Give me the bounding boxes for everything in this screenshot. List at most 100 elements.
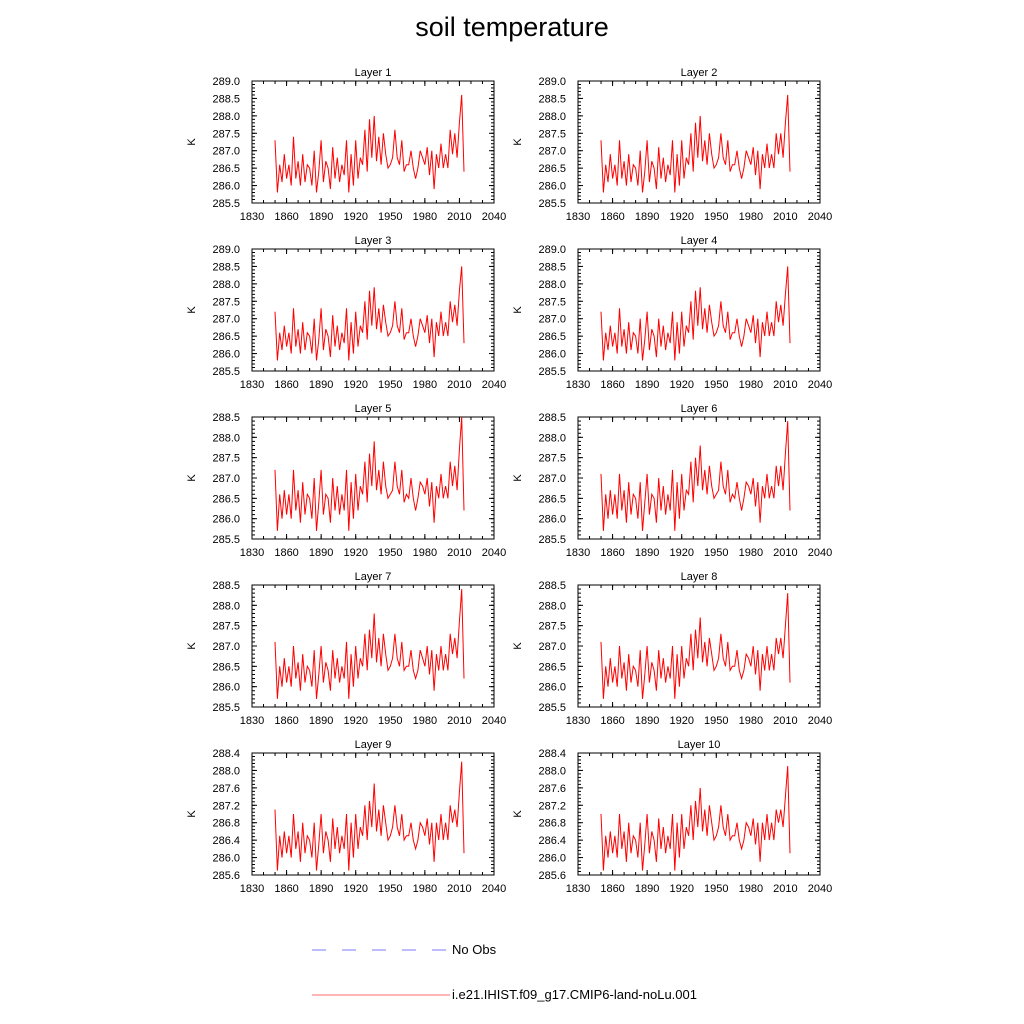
x-tick-label: 1950: [378, 547, 402, 559]
x-tick-label: 2010: [447, 547, 471, 559]
x-tick-label: 1860: [600, 883, 624, 895]
x-tick-label: 1980: [413, 883, 437, 895]
x-tick-label: 1860: [274, 211, 298, 223]
y-tick-label: 287.5: [212, 296, 240, 308]
x-tick-label: 2040: [482, 883, 506, 895]
x-tick-label: 1890: [309, 883, 333, 895]
y-tick-label: 285.5: [212, 198, 240, 210]
series-line: [274, 589, 465, 699]
x-tick-label: 1950: [704, 715, 728, 727]
y-tick-label: 288.0: [212, 279, 240, 291]
x-tick-label: 1950: [704, 547, 728, 559]
y-tick-label: 287.6: [212, 783, 240, 795]
y-tick-label: 288.0: [212, 765, 240, 777]
x-tick-label: 2010: [773, 379, 797, 391]
x-tick-label: 2010: [773, 547, 797, 559]
y-tick-label: 288.0: [538, 279, 566, 291]
y-tick-label: 286.5: [212, 661, 240, 673]
x-tick-label: 1980: [413, 211, 437, 223]
y-axis-label: K: [186, 642, 198, 650]
plot-frame: [577, 248, 821, 372]
x-tick-label: 1830: [240, 547, 264, 559]
panel-9: Layer 9 K 1830 1860 1890 1920 1950 1980 2010 2040…: [186, 739, 506, 895]
y-tick-label: 287.5: [212, 453, 240, 465]
x-tick-label: 1830: [566, 547, 590, 559]
x-tick-label: 1920: [669, 715, 693, 727]
y-tick-label: 286.0: [538, 853, 566, 865]
y-axis-label: K: [512, 642, 524, 650]
y-tick-label: 286.0: [538, 181, 566, 193]
x-tick-label: 2040: [482, 715, 506, 727]
x-tick-label: 1830: [240, 211, 264, 223]
x-tick-label: 2040: [482, 379, 506, 391]
x-tick-label: 1830: [240, 715, 264, 727]
x-tick-label: 1890: [309, 211, 333, 223]
panel-3: Layer 3 K 1830 1860 1890 1920 1950 1980 2010 2040…: [186, 235, 506, 391]
y-tick-label: 286.0: [212, 682, 240, 694]
y-tick-label: 288.5: [538, 261, 566, 273]
y-tick-label: 285.5: [538, 198, 566, 210]
x-tick-label: 1890: [309, 547, 333, 559]
panel-title: Layer 9: [355, 739, 392, 751]
y-tick-label: 287.5: [212, 128, 240, 140]
y-tick-label: 286.5: [538, 661, 566, 673]
y-tick-label: 288.5: [538, 93, 566, 105]
x-tick-label: 2040: [808, 883, 832, 895]
y-tick-label: 288.5: [212, 580, 240, 592]
y-tick-label: 287.6: [538, 783, 566, 795]
x-tick-label: 1920: [343, 211, 367, 223]
x-tick-label: 1890: [309, 379, 333, 391]
y-tick-label: 286.5: [538, 493, 566, 505]
y-tick-label: 286.5: [538, 331, 566, 343]
x-tick-label: 2010: [447, 883, 471, 895]
y-tick-label: 286.5: [538, 163, 566, 175]
y-tick-label: 286.0: [538, 514, 566, 526]
x-tick-label: 1950: [378, 715, 402, 727]
x-tick-label: 1980: [413, 379, 437, 391]
x-tick-label: 1860: [600, 547, 624, 559]
y-axis-label: K: [186, 138, 198, 146]
y-tick-label: 287.0: [538, 473, 566, 485]
y-tick-label: 288.0: [538, 765, 566, 777]
x-tick-label: 1860: [600, 211, 624, 223]
y-tick-label: 285.5: [538, 702, 566, 714]
y-tick-label: 286.5: [212, 331, 240, 343]
x-tick-label: 2010: [773, 715, 797, 727]
x-tick-label: 1890: [635, 883, 659, 895]
panel-2: Layer 2 K 1830 1860 1890 1920 1950 1980 2010 2040…: [512, 67, 832, 223]
x-tick-label: 2010: [447, 715, 471, 727]
x-tick-label: 1980: [413, 547, 437, 559]
x-tick-label: 1920: [343, 883, 367, 895]
x-tick-label: 1830: [566, 715, 590, 727]
plot-frame: [251, 752, 495, 876]
y-tick-label: 288.5: [538, 412, 566, 424]
y-tick-label: 287.0: [212, 641, 240, 653]
x-tick-label: 1920: [343, 547, 367, 559]
y-tick-label: 285.5: [212, 702, 240, 714]
y-tick-label: 286.8: [538, 818, 566, 830]
plot-frame: [251, 248, 495, 372]
y-tick-label: 285.6: [212, 870, 240, 882]
x-tick-label: 1920: [669, 547, 693, 559]
y-tick-label: 288.5: [212, 93, 240, 105]
y-tick-label: 287.0: [212, 314, 240, 326]
y-tick-label: 286.0: [538, 349, 566, 361]
series-line: [274, 266, 465, 361]
y-tick-label: 286.0: [212, 181, 240, 193]
x-tick-label: 1860: [274, 883, 298, 895]
y-tick-label: 289.0: [212, 244, 240, 256]
y-tick-label: 286.4: [212, 835, 240, 847]
y-tick-label: 286.0: [212, 514, 240, 526]
panel-5: Layer 5 K 1830 1860 1890 1920 1950 1980 2010 2040…: [186, 403, 506, 559]
y-tick-label: 288.4: [212, 748, 240, 760]
series-line: [274, 94, 465, 193]
series-line: [600, 94, 791, 193]
x-tick-label: 2040: [808, 379, 832, 391]
x-tick-label: 1890: [635, 211, 659, 223]
y-axis-label: K: [186, 306, 198, 314]
x-tick-label: 1920: [343, 715, 367, 727]
panel-6: Layer 6 K 1830 1860 1890 1920 1950 1980 2010 2040…: [512, 403, 832, 559]
y-tick-label: 287.5: [212, 621, 240, 633]
y-tick-label: 286.0: [212, 853, 240, 865]
